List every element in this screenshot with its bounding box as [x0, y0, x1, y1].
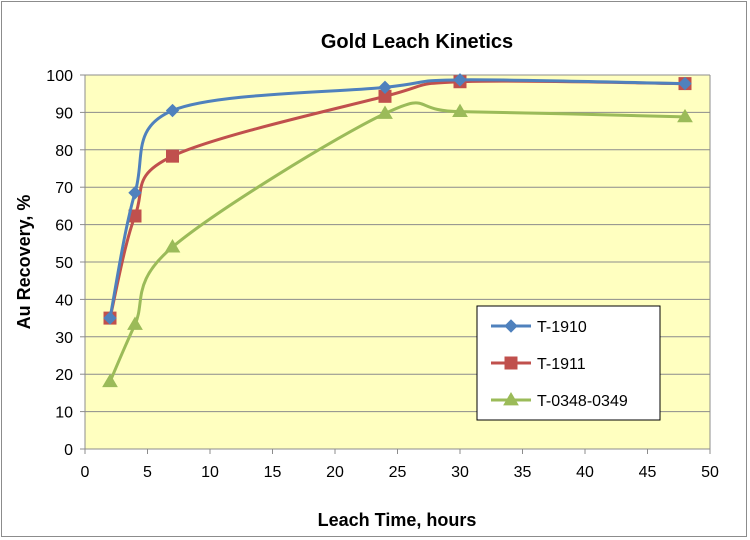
y-tick-label: 20 — [55, 367, 73, 384]
data-point — [165, 103, 180, 118]
legend-marker — [503, 392, 519, 406]
data-point — [128, 186, 142, 200]
legend-item: T-1911 — [491, 356, 586, 373]
legend-marker — [504, 356, 518, 370]
legend-label: T-1911 — [537, 356, 586, 373]
x-tick-label: 20 — [326, 464, 344, 481]
y-tick-labels: 0 10 20 30 40 50 60 70 80 90 100 — [46, 68, 73, 459]
data-point — [678, 76, 692, 91]
data-point — [452, 103, 468, 118]
data-point — [103, 311, 117, 325]
x-tick-label: 45 — [639, 464, 657, 481]
x-tick-label: 0 — [81, 464, 90, 481]
series-layer — [102, 73, 693, 388]
x-tick-label: 25 — [389, 464, 407, 481]
x-tick-label: 5 — [143, 464, 152, 481]
x-tick-label: 40 — [576, 464, 594, 481]
y-tick-label: 90 — [55, 105, 73, 122]
series-line — [108, 101, 686, 383]
y-tick-label: 10 — [55, 405, 73, 422]
y-tick-label: 100 — [46, 68, 73, 85]
y-tick-label: 60 — [55, 218, 73, 235]
data-point — [102, 373, 118, 388]
y-tick-label: 80 — [55, 143, 73, 160]
y-tick-label: 70 — [55, 180, 73, 197]
legend-label: T-0348-0349 — [537, 393, 628, 410]
x-axis-label: Leach Time, hours — [318, 510, 477, 530]
x-tick-label: 35 — [514, 464, 532, 481]
series-T-0348-0349 — [102, 101, 693, 388]
x-tick-label: 10 — [201, 464, 219, 481]
data-point — [453, 73, 467, 87]
series-T-1910 — [103, 73, 692, 325]
x-tick-label: 30 — [451, 464, 469, 481]
y-tick-label: 40 — [55, 292, 73, 309]
x-tick-labels: 0 5 10 15 20 25 30 35 40 45 50 — [81, 464, 719, 481]
data-point — [677, 108, 693, 123]
legend-item: T-0348-0349 — [491, 392, 628, 410]
data-point — [378, 80, 392, 95]
y-tick-label: 50 — [55, 255, 73, 272]
legend-item: T-1910 — [491, 319, 587, 336]
y-axis-label: Au Recovery, % — [14, 195, 34, 330]
legend-marker — [504, 319, 518, 333]
y-tick-label: 0 — [64, 442, 73, 459]
x-tick-label: 15 — [264, 464, 282, 481]
data-point — [377, 105, 393, 119]
data-point — [164, 239, 181, 253]
legend: T-1910 T-1911 T-0348-0349 — [476, 305, 661, 421]
y-tick-label: 30 — [55, 330, 73, 347]
data-point — [127, 316, 143, 330]
chart-title: Gold Leach Kinetics — [321, 31, 513, 53]
data-point — [166, 149, 179, 163]
legend-label: T-1910 — [537, 319, 587, 336]
axes — [80, 74, 711, 454]
x-tick-label: 50 — [701, 464, 719, 481]
